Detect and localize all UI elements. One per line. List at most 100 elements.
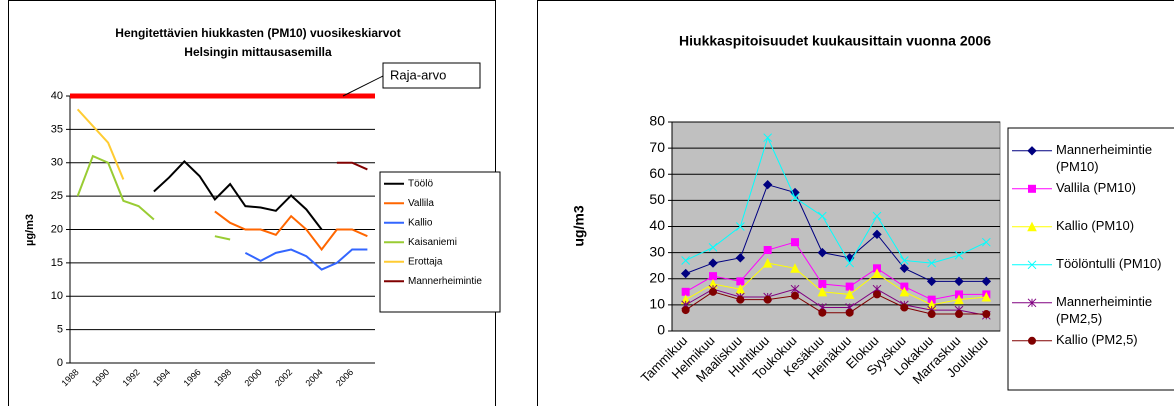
marker <box>872 229 882 240</box>
marker <box>873 290 881 299</box>
marker <box>981 237 991 247</box>
marker <box>899 286 910 297</box>
marker <box>872 268 882 279</box>
series-line <box>244 248 368 271</box>
marker <box>680 268 691 279</box>
y-tick-label: 70 <box>649 139 665 155</box>
series-line <box>76 154 231 241</box>
chart-title: Hengitettävien hiukkasten (PM10) vuosike… <box>115 26 400 40</box>
legend-label: Vallila <box>408 198 434 209</box>
y-tick-label: 80 <box>649 113 665 129</box>
marker <box>735 253 746 263</box>
marker <box>762 257 773 268</box>
marker <box>817 247 828 258</box>
y-tick-label: 20 <box>649 269 665 285</box>
series-line <box>76 108 125 180</box>
marker <box>763 246 772 255</box>
y-tick-label: 40 <box>51 90 63 102</box>
marker <box>708 243 718 252</box>
legend-label: Kallio (PM2,5) <box>1056 332 1138 347</box>
marker <box>790 193 800 203</box>
legend-label: Kallio <box>408 217 433 228</box>
y-tick-label: 60 <box>649 165 665 181</box>
legend-label: Kallio (PM10) <box>1056 218 1134 233</box>
marker <box>845 258 855 268</box>
marker <box>1027 146 1037 156</box>
legend-label: Vallila (PM10) <box>1056 180 1136 195</box>
marker <box>791 291 799 300</box>
marker <box>981 276 992 287</box>
legend-label: Erottaja <box>408 256 443 267</box>
limit-box <box>382 62 481 89</box>
marker <box>817 286 828 297</box>
y-tick-label: 35 <box>51 123 63 135</box>
marker <box>735 222 745 231</box>
y-tick-label: 10 <box>51 290 63 302</box>
marker <box>709 287 717 296</box>
marker <box>763 295 772 304</box>
marker <box>736 277 745 286</box>
marker <box>872 211 882 221</box>
marker <box>1027 298 1037 308</box>
marker <box>927 258 937 268</box>
marker <box>954 250 964 260</box>
marker <box>708 258 718 268</box>
marker <box>1027 260 1037 270</box>
y-tick-label: 0 <box>657 322 665 338</box>
marker <box>818 279 827 288</box>
legend-label: Töölöntulli (PM10) <box>1056 256 1162 271</box>
y-axis-label: µg/m3 <box>24 214 36 246</box>
marker <box>1028 184 1036 193</box>
y-tick-label: 30 <box>51 157 63 169</box>
marker <box>981 291 992 302</box>
marker <box>927 310 936 319</box>
y-tick-label: 10 <box>649 296 665 312</box>
y-tick-label: 30 <box>649 243 665 259</box>
y-tick-label: 0 <box>57 357 63 369</box>
legend-label: Mannerheimintie <box>408 276 482 287</box>
legend-label: Kaisaniemi <box>408 237 457 248</box>
marker <box>681 306 690 315</box>
chart-title: Hiukkaspitoisuudet kuukausittain vuonna … <box>679 33 991 49</box>
marker <box>955 310 963 319</box>
limit-leader <box>342 75 384 97</box>
series-line <box>685 136 987 265</box>
legend-label: Töölö <box>408 178 433 189</box>
marker <box>736 295 745 304</box>
series-line <box>336 161 368 171</box>
marker <box>762 179 773 190</box>
series-line <box>685 241 987 301</box>
series-line <box>685 291 987 315</box>
marker <box>954 276 964 287</box>
y-tick-label: 20 <box>51 223 63 235</box>
marker <box>982 310 991 319</box>
series-line <box>153 159 323 231</box>
marker <box>1028 336 1036 345</box>
legend-box <box>1007 127 1174 391</box>
limit-label: Raja-arvo <box>390 67 446 82</box>
y-axis-label: ug/m3 <box>571 205 587 246</box>
marker <box>900 303 909 312</box>
marker <box>817 211 827 221</box>
marker <box>818 308 827 317</box>
marker <box>844 289 855 299</box>
chart-title: Helsingin mittausasemilla <box>184 45 332 59</box>
marker <box>681 256 691 265</box>
marker <box>899 256 909 265</box>
y-tick-label: 15 <box>51 257 63 269</box>
series-line <box>214 210 368 252</box>
y-tick-label: 5 <box>57 324 63 336</box>
marker <box>763 133 773 143</box>
marker <box>845 308 854 317</box>
y-tick-label: 40 <box>649 217 665 233</box>
legend-label: Mannerheimintie (PM2,5) <box>1056 294 1152 326</box>
marker <box>790 263 800 273</box>
y-tick-label: 25 <box>51 190 63 202</box>
y-tick-label: 50 <box>649 191 665 207</box>
marker <box>681 287 690 296</box>
marker <box>1027 221 1037 232</box>
marker <box>926 276 937 287</box>
marker <box>845 282 854 291</box>
